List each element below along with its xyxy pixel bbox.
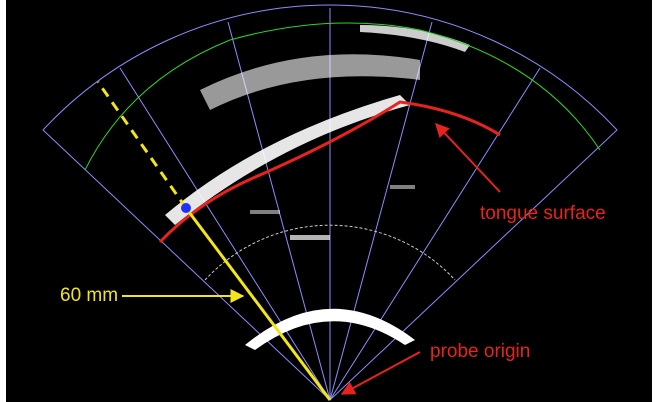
page: 60 mm tongue surface probe origin (() =>…: [0, 0, 658, 402]
surface-label: tongue surface: [480, 203, 606, 224]
origin-label: probe origin: [430, 341, 530, 362]
intersection-point: [181, 203, 191, 213]
ultrasound-figure: 60 mm tongue surface probe origin: [0, 0, 658, 402]
depth-label: 60 mm: [60, 285, 118, 306]
